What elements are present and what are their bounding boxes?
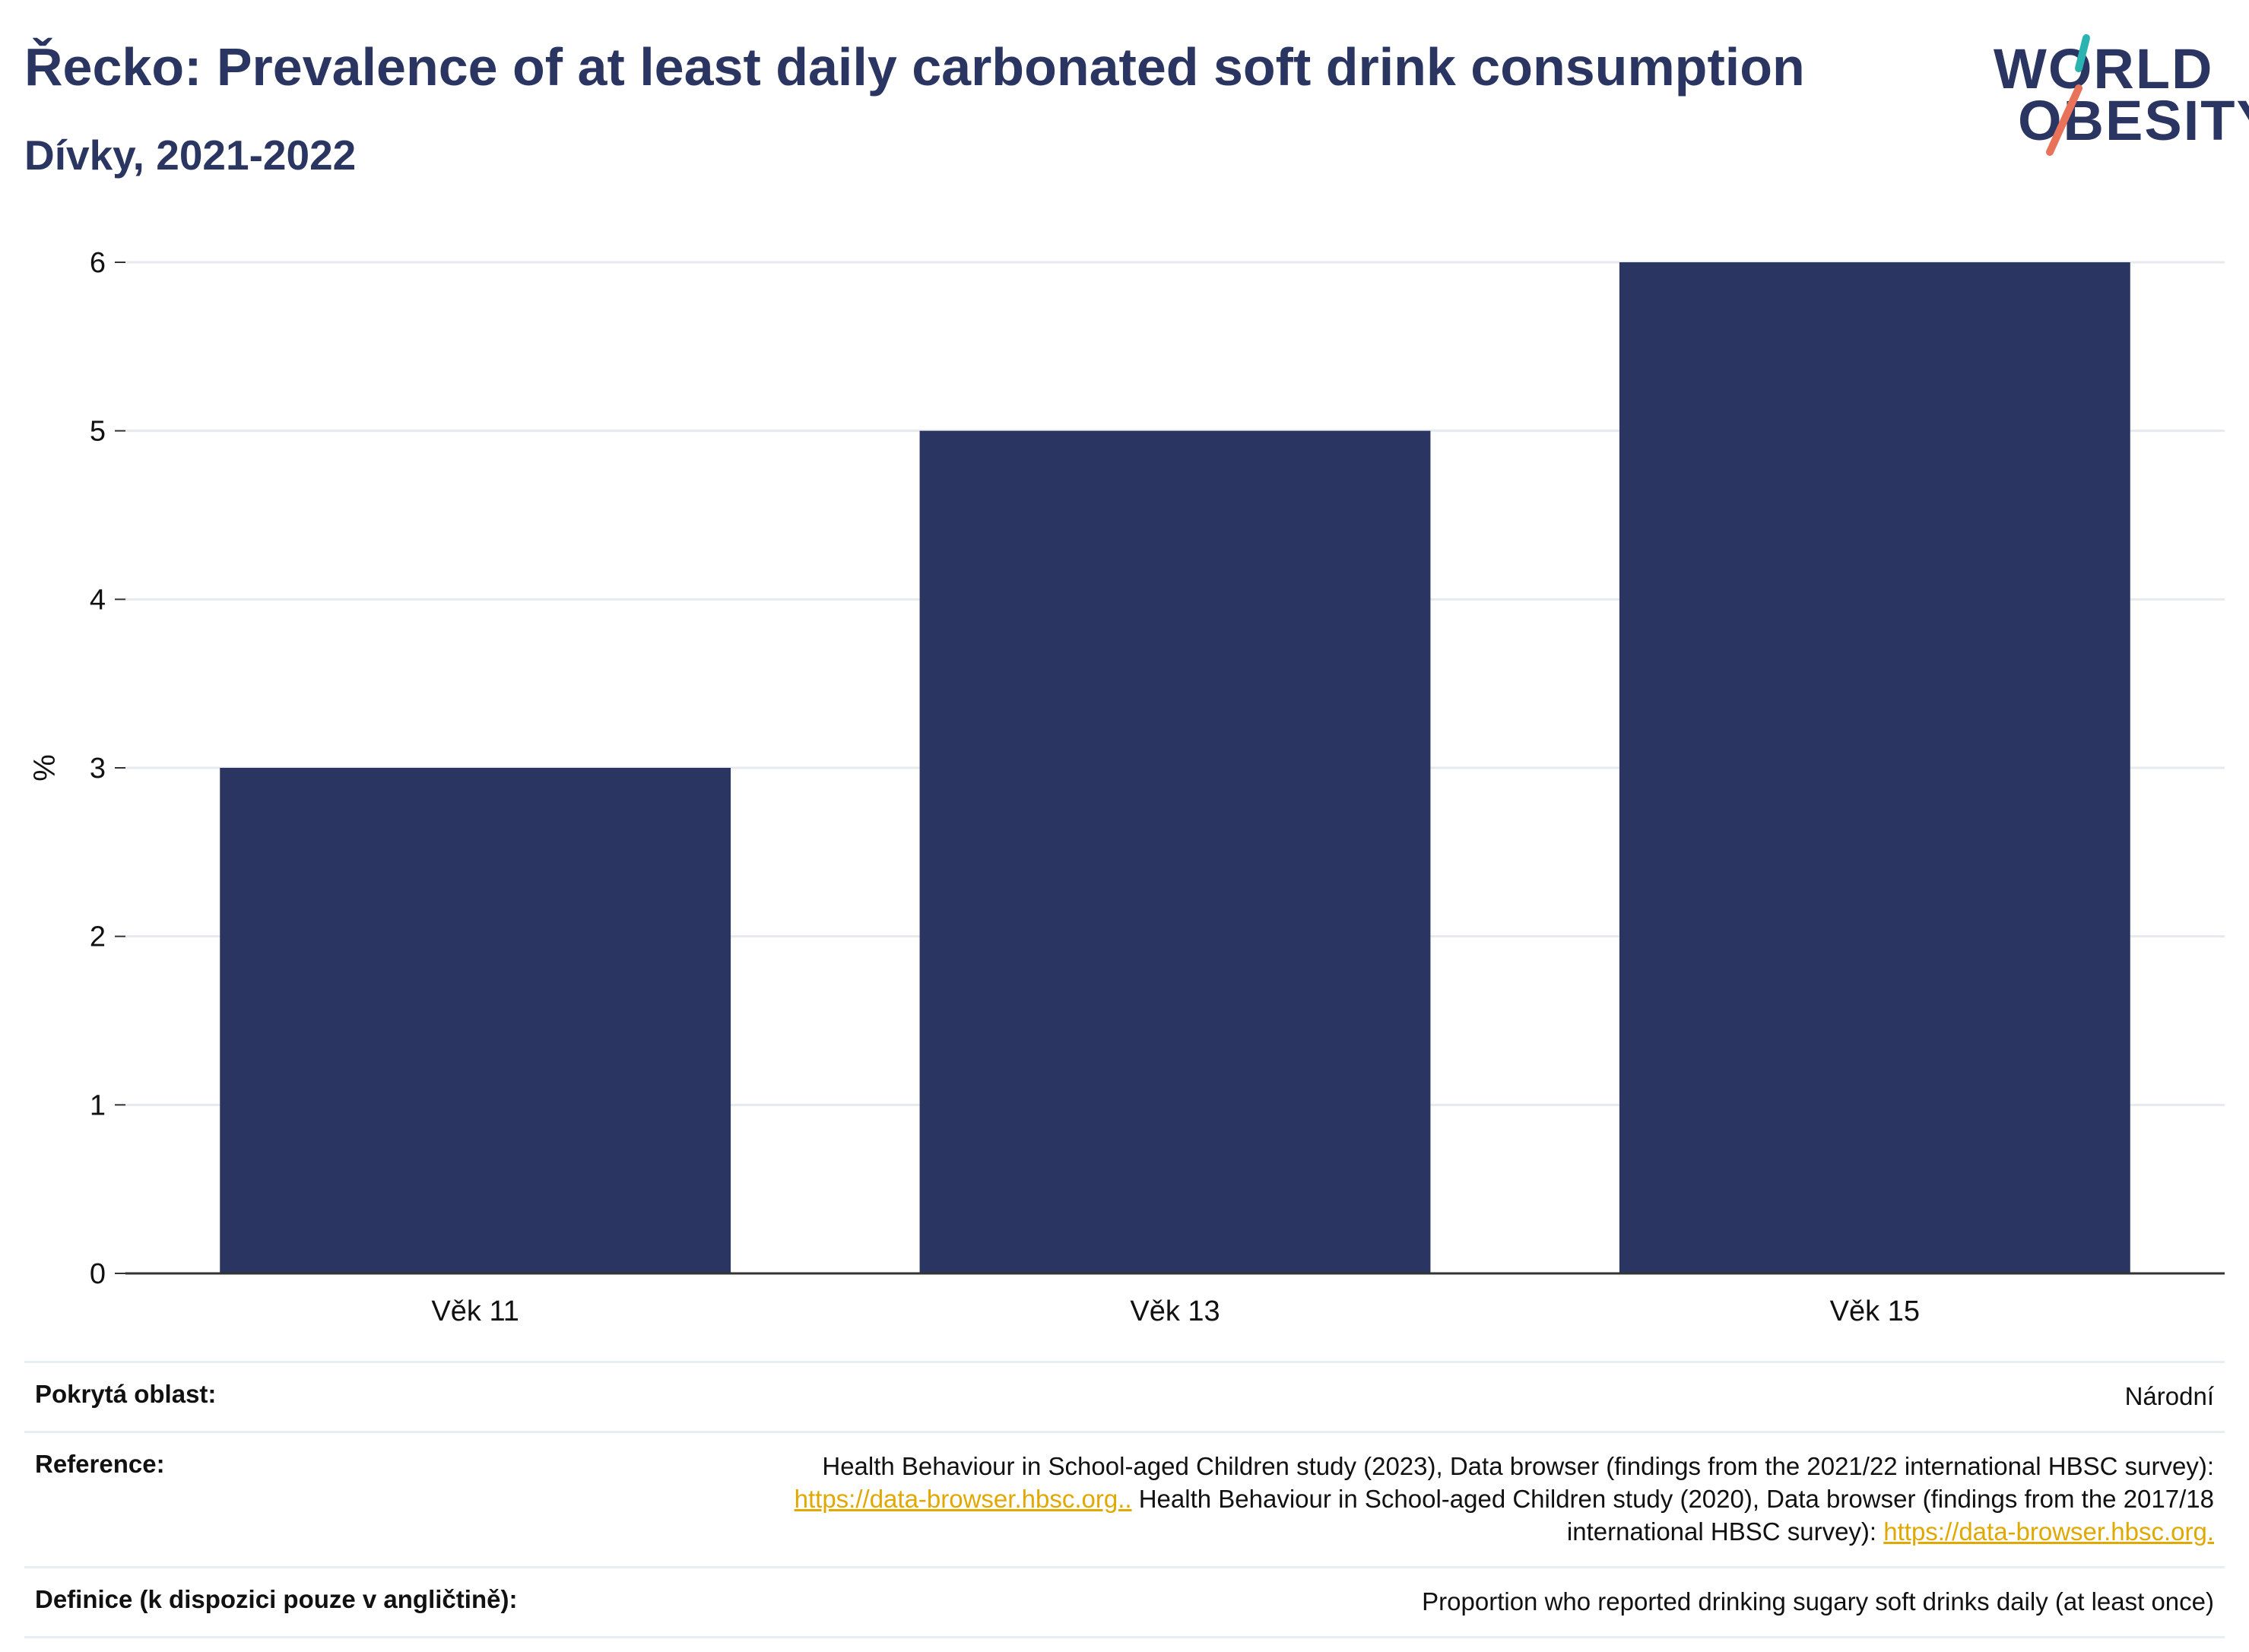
info-table: Pokrytá oblast: Národní Reference: Healt… — [24, 1361, 2225, 1638]
y-axis-label: % — [28, 754, 62, 782]
y-axis-ticks: 0 1 2 3 4 5 6 — [90, 247, 125, 1290]
coverage-value: Národní — [2124, 1382, 2214, 1410]
reference-text-2: Health Behaviour in School-aged Children… — [1131, 1485, 2214, 1513]
y-tick-label: 1 — [90, 1089, 106, 1121]
definition-value: Proportion who reported drinking sugary … — [1422, 1587, 2214, 1616]
x-axis-ticks: Věk 11 Věk 13 Věk 15 — [431, 1295, 1920, 1327]
x-tick-label: Věk 15 — [1830, 1295, 1920, 1327]
reference-link-1[interactable]: https://data-browser.hbsc.org.. — [794, 1485, 1132, 1513]
bar-3 — [1619, 262, 2130, 1273]
reference-text-3: international HBSC survey): — [1566, 1517, 1884, 1546]
world-obesity-logo: WORLD OBESITY — [1984, 23, 2249, 160]
y-tick-label: 0 — [90, 1258, 106, 1290]
definition-row: Definice (k dispozici pouze v angličtině… — [24, 1566, 2225, 1638]
y-tick-label: 2 — [90, 921, 106, 953]
reference-text-1: Health Behaviour in School-aged Children… — [822, 1452, 2214, 1480]
chart-subtitle: Dívky, 2021-2022 — [24, 132, 357, 179]
logo-word-world: WORLD — [1994, 37, 2214, 100]
definition-label: Definice (k dispozici pouze v angličtině… — [35, 1585, 518, 1613]
y-tick-label: 3 — [90, 753, 106, 785]
bar-1 — [220, 768, 731, 1273]
y-tick-label: 5 — [90, 416, 106, 448]
bar-chart: 0 1 2 3 4 5 6 Věk 11 Věk 13 Věk 15 % — [28, 247, 2225, 1327]
bar-2 — [919, 430, 1431, 1273]
reference-link-2[interactable]: https://data-browser.hbsc.org. — [1883, 1517, 2214, 1546]
reference-row: Reference: Health Behaviour in School-ag… — [24, 1431, 2225, 1566]
x-tick-label: Věk 13 — [1130, 1295, 1220, 1327]
reference-value: Health Behaviour in School-aged Children… — [795, 1450, 2214, 1548]
coverage-label: Pokrytá oblast: — [35, 1380, 217, 1408]
y-tick-label: 4 — [90, 584, 106, 616]
chart-title: Řecko: Prevalence of at least daily carb… — [24, 37, 1805, 97]
reference-label: Reference: — [35, 1450, 165, 1478]
bars — [220, 262, 2130, 1273]
coverage-row: Pokrytá oblast: Národní — [24, 1361, 2225, 1431]
logo-slash-icon — [2046, 34, 2090, 156]
y-tick-label: 6 — [90, 247, 106, 279]
x-tick-label: Věk 11 — [431, 1295, 519, 1327]
